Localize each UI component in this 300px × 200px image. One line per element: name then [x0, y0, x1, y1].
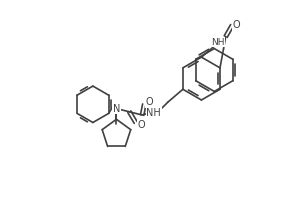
Text: O: O [146, 97, 153, 107]
Text: NH: NH [146, 108, 161, 118]
Text: O: O [232, 20, 240, 30]
Text: N: N [113, 104, 120, 114]
Text: NH: NH [212, 38, 225, 47]
Text: O: O [137, 120, 145, 130]
